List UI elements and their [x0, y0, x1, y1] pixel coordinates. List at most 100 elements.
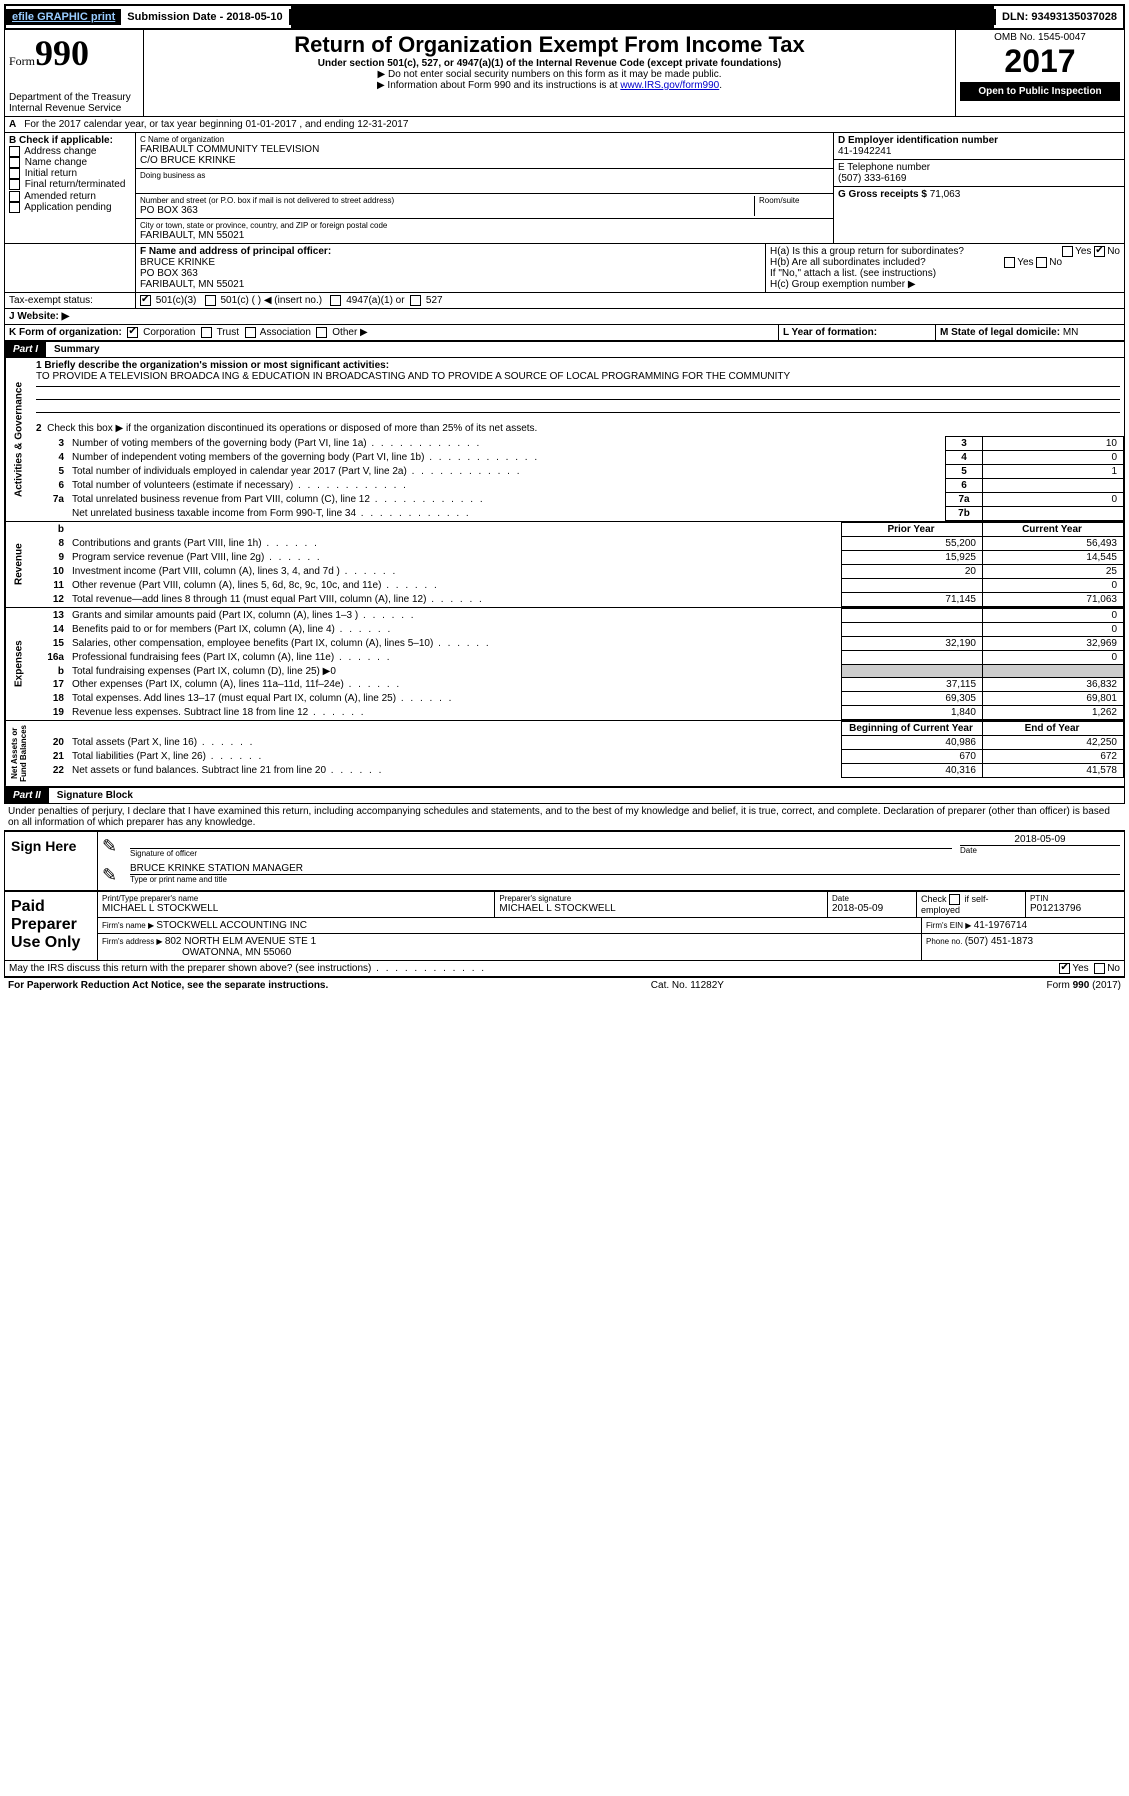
ha-text: H(a) Is this a group return for subordin…: [770, 246, 964, 257]
vlabel-ag: Activities & Governance: [5, 358, 32, 521]
preparer-name: MICHAEL L STOCKWELL: [102, 903, 490, 914]
note-info: ▶ Information about Form 990 and its ins…: [152, 80, 947, 91]
revenue-section: Revenue b Prior Year Current Year 8Contr…: [4, 522, 1125, 608]
activities-governance: Activities & Governance 1 Briefly descri…: [4, 358, 1125, 522]
open-to-public: Open to Public Inspection: [960, 82, 1120, 101]
hb-no-cb[interactable]: [1036, 257, 1047, 268]
irs-link[interactable]: www.IRS.gov/form990: [620, 80, 719, 91]
addr-label: Number and street (or P.O. box if mail i…: [140, 196, 754, 205]
officer-printed-name: BRUCE KRINKE STATION MANAGER: [130, 863, 1120, 874]
summary-row: 22Net assets or fund balances. Subtract …: [32, 764, 1124, 778]
sign-here-block: Sign Here ✎ Signature of officer 2018-05…: [4, 830, 1125, 891]
k-trust-cb[interactable]: [201, 327, 212, 338]
mission-text: TO PROVIDE A TELEVISION BROADCA ING & ED…: [36, 371, 790, 382]
hb-no: No: [1049, 257, 1062, 268]
efile-btn[interactable]: efile GRAPHIC print: [6, 9, 121, 25]
ptin: P01213796: [1030, 903, 1120, 914]
form-header: Form990 Department of the Treasury Inter…: [4, 30, 1125, 117]
discuss-yes: Yes: [1072, 963, 1088, 974]
summary-row: 17Other expenses (Part IX, column (A), l…: [32, 678, 1124, 692]
footer-mid: Cat. No. 11282Y: [651, 980, 724, 991]
pname-label: Print/Type preparer's name: [102, 894, 490, 903]
return-title: Return of Organization Exempt From Incom…: [152, 32, 947, 58]
dln: DLN: 93493135037028: [994, 9, 1123, 25]
officer-name-label: Type or print name and title: [130, 875, 1120, 884]
submission-date: Submission Date - 2018-05-10: [121, 9, 290, 25]
discuss-no-cb[interactable]: [1094, 963, 1105, 974]
summary-row: 13Grants and similar amounts paid (Part …: [32, 609, 1124, 623]
bcdeg-block: B Check if applicable: Address change Na…: [4, 133, 1125, 244]
summary-row: 8Contributions and grants (Part VIII, li…: [32, 537, 1124, 551]
b-checkbox[interactable]: [9, 146, 20, 157]
tax-year: 2017: [960, 43, 1120, 80]
k-corp-cb[interactable]: [127, 327, 138, 338]
vlabel-na: Net Assets or Fund Balances: [5, 721, 32, 786]
psig-label: Preparer's signature: [499, 894, 823, 903]
m-val: MN: [1063, 327, 1079, 338]
b-checkbox[interactable]: [9, 191, 20, 202]
hb-yes-cb[interactable]: [1004, 257, 1015, 268]
k-o4: Other ▶: [332, 327, 367, 338]
k-label: K Form of organization:: [9, 327, 122, 338]
m-label: M State of legal domicile:: [940, 327, 1063, 338]
i-4947-cb[interactable]: [330, 295, 341, 306]
summary-row: 18Total expenses. Add lines 13–17 (must …: [32, 692, 1124, 706]
i-501c3-cb[interactable]: [140, 295, 151, 306]
fein-label: Firm's EIN ▶: [926, 921, 974, 930]
officer-addr1: PO BOX 363: [140, 268, 761, 279]
d-label: D Employer identification number: [838, 135, 1120, 146]
fphone-label: Phone no.: [926, 937, 965, 946]
summary-row: 16aProfessional fundraising fees (Part I…: [32, 651, 1124, 665]
i-label: Tax-exempt status:: [5, 293, 136, 308]
line-a-text: For the 2017 calendar year, or tax year …: [20, 117, 412, 132]
k-other-cb[interactable]: [316, 327, 327, 338]
dba-label: Doing business as: [140, 171, 829, 180]
b-checkbox[interactable]: [9, 179, 20, 190]
self-employed-text: Check if self-employed: [921, 894, 989, 915]
ha-yes: Yes: [1075, 246, 1091, 257]
discuss-yes-cb[interactable]: [1059, 963, 1070, 974]
hb-text: H(b) Are all subordinates included?: [770, 257, 926, 268]
topbar-spacer: [291, 6, 994, 28]
omb-no: OMB No. 1545-0047: [960, 32, 1120, 43]
ein: 41-1942241: [838, 146, 1120, 157]
c-name-label: C Name of organization: [140, 135, 829, 144]
b-checkbox[interactable]: [9, 202, 20, 213]
b-option: Application pending: [9, 202, 131, 213]
ptin-label: PTIN: [1030, 894, 1120, 903]
note2-post: .: [719, 80, 722, 91]
summary-row: 11Other revenue (Part VIII, column (A), …: [32, 579, 1124, 593]
ha-yes-cb[interactable]: [1062, 246, 1073, 257]
fh-block: F Name and address of principal officer:…: [4, 244, 1125, 293]
l2-text: Check this box ▶ if the organization dis…: [47, 423, 537, 434]
efile-link[interactable]: efile GRAPHIC print: [12, 11, 115, 23]
i-501c-cb[interactable]: [205, 295, 216, 306]
ha-no-cb[interactable]: [1094, 246, 1105, 257]
firm-label: Firm's name ▶: [102, 921, 156, 930]
org-name: FARIBAULT COMMUNITY TELEVISION: [140, 144, 829, 155]
i-527-cb[interactable]: [410, 295, 421, 306]
footer-left: For Paperwork Reduction Act Notice, see …: [8, 980, 328, 991]
col-current: Current Year: [983, 523, 1124, 537]
col-end: End of Year: [983, 722, 1124, 736]
h-a: H(a) Is this a group return for subordin…: [770, 246, 1120, 257]
col-begin: Beginning of Current Year: [842, 722, 983, 736]
b-checkbox[interactable]: [9, 157, 20, 168]
rev-header-row: b Prior Year Current Year: [32, 523, 1124, 537]
dept-treasury: Department of the Treasury Internal Reve…: [9, 92, 139, 114]
sig-officer-label: Signature of officer: [130, 849, 952, 858]
city-label: City or town, state or province, country…: [140, 221, 829, 230]
part2-title: Signature Block: [49, 790, 133, 801]
k-o2: Trust: [217, 327, 239, 338]
line-j: J Website: ▶: [4, 309, 1125, 325]
part1-title: Summary: [46, 344, 100, 355]
self-emp-cb[interactable]: [949, 894, 960, 905]
faddr-label: Firm's address ▶: [102, 937, 165, 946]
vlabel-exp: Expenses: [5, 608, 32, 720]
part2-header: Part II Signature Block: [4, 787, 1125, 804]
top-bar: efile GRAPHIC print Submission Date - 20…: [4, 4, 1125, 30]
discuss-no: No: [1107, 963, 1120, 974]
h-c: H(c) Group exemption number ▶: [770, 279, 1120, 290]
k-assoc-cb[interactable]: [245, 327, 256, 338]
b-checkbox[interactable]: [9, 168, 20, 179]
